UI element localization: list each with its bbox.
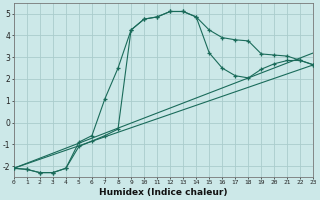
- X-axis label: Humidex (Indice chaleur): Humidex (Indice chaleur): [100, 188, 228, 197]
